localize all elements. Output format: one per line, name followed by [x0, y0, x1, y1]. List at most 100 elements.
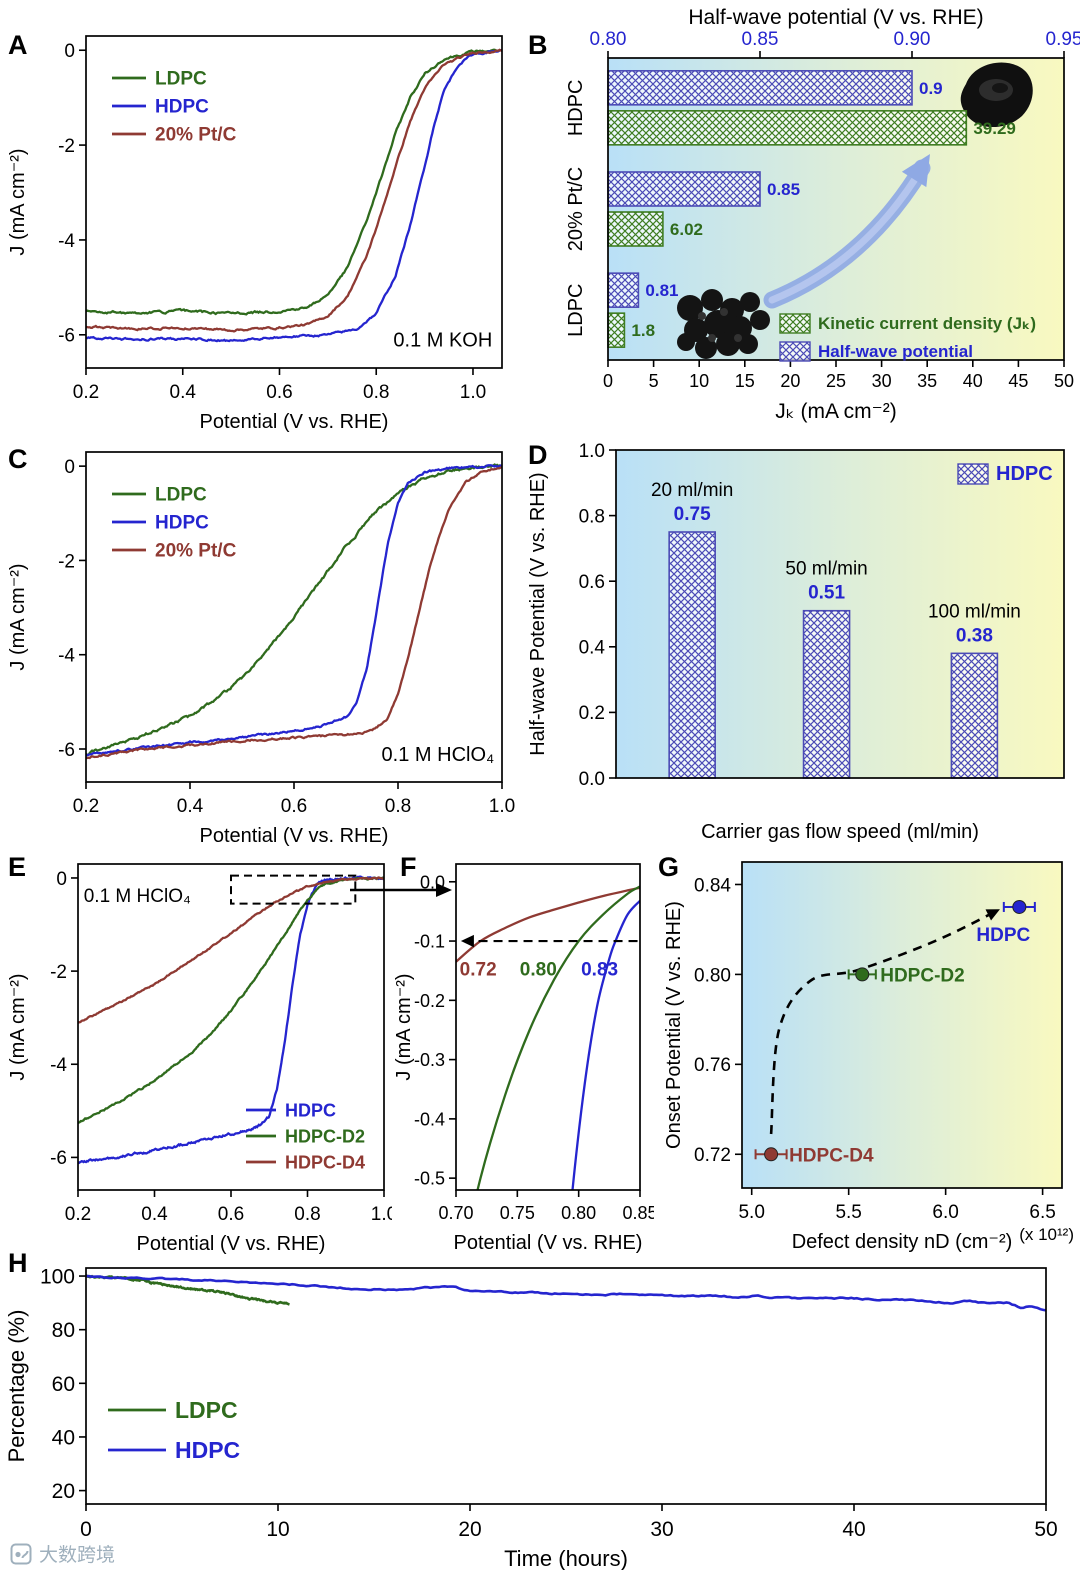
panel-d-flow-speed-bars: 20 ml/min 0.75 50 ml/min 0.51 100 ml/min 0.38… — [520, 434, 1080, 848]
svg-text:HDPC: HDPC — [155, 513, 209, 534]
annotation: 0.1 M KOH — [393, 330, 492, 352]
jk-value: 1.8 — [631, 321, 655, 340]
point-label: HDPC-D2 — [880, 965, 964, 986]
panel-e-lsv-defect: 0.1 M HClO₄ 0.2 0.4 0.6 0.8 1.0 0 -2 -4 -6 Potenti… — [0, 848, 392, 1258]
legend-swatch — [779, 341, 811, 362]
series-HDPC-D4 — [78, 876, 384, 1024]
svg-text:0.8: 0.8 — [579, 506, 605, 527]
svg-text:30: 30 — [872, 371, 892, 391]
panel-c-lsv-hclo4: 0.1 M HClO₄ 0.2 0.4 0.6 0.8 1.0 0 -2 -4 -6 Potenti… — [0, 438, 516, 848]
panel-label-f: F — [400, 852, 417, 882]
svg-text:30: 30 — [650, 1518, 673, 1541]
panel-a-plot: 0.1 M KOH 0.2 0.4 0.6 0.8 1.0 0 -2 -4 -6 Potential… — [7, 35, 503, 433]
y-axis-label: Onset Potential (V vs. RHE) — [663, 901, 685, 1149]
svg-text:15: 15 — [735, 371, 755, 391]
svg-text:0.75: 0.75 — [500, 1203, 535, 1223]
svg-text:0.85: 0.85 — [742, 29, 779, 50]
svg-text:0.4: 0.4 — [170, 382, 197, 403]
svg-text:HDPC: HDPC — [285, 1100, 336, 1120]
annotation: 0.1 M HClO₄ — [84, 886, 191, 907]
x-axis-multiplier: (x 10¹²) — [1019, 1225, 1074, 1244]
zoom-region-box — [230, 874, 357, 905]
svg-text:HDPC-D4: HDPC-D4 — [285, 1152, 365, 1172]
svg-text:10: 10 — [266, 1518, 289, 1541]
bar-flow-label: 100 ml/min — [928, 601, 1021, 622]
x-axis-label: Potential (V vs. RHE) — [454, 1232, 643, 1254]
series-HDPC — [78, 875, 384, 1165]
svg-text:5: 5 — [649, 371, 659, 391]
top-axis-title: Half-wave potential (V vs. RHE) — [688, 6, 983, 29]
y-axis-label: J (mA cm⁻²) — [393, 973, 415, 1080]
svg-text:-0.4: -0.4 — [414, 1109, 445, 1129]
halfwave-value: 0.85 — [767, 180, 800, 199]
legend-label: HDPC — [996, 463, 1053, 485]
svg-text:0.80: 0.80 — [561, 1203, 596, 1223]
svg-text:0.2: 0.2 — [73, 796, 99, 817]
svg-text:60: 60 — [52, 1373, 75, 1396]
svg-text:0: 0 — [80, 1518, 92, 1541]
svg-text:0.84: 0.84 — [694, 875, 731, 896]
svg-text:40: 40 — [842, 1518, 865, 1541]
svg-text:-4: -4 — [50, 1055, 67, 1076]
bar-value-label: 0.51 — [808, 583, 845, 604]
svg-text:-6: -6 — [58, 740, 75, 761]
data-point-HDPC-D4 — [764, 1147, 779, 1162]
svg-text:0.6: 0.6 — [281, 796, 307, 817]
svg-text:10: 10 — [689, 371, 709, 391]
svg-text:0.2: 0.2 — [65, 1204, 91, 1225]
panel-e-plot: 0.1 M HClO₄ 0.2 0.4 0.6 0.8 1.0 0 -2 -4 -6 Potenti… — [7, 863, 392, 1255]
series-20% Pt/C — [86, 48, 502, 333]
x-axis-label: Time (hours) — [504, 1546, 628, 1570]
plot-frame — [741, 861, 1063, 1189]
point-label: HDPC — [976, 925, 1030, 946]
svg-text:-6: -6 — [50, 1148, 67, 1169]
svg-text:LDPC: LDPC — [175, 1397, 238, 1423]
legend-label: Kinetic current density (Jₖ) — [818, 314, 1036, 333]
svg-text:0.85: 0.85 — [622, 1203, 654, 1223]
svg-text:LDPC: LDPC — [155, 69, 207, 90]
svg-text:5.5: 5.5 — [835, 1202, 861, 1223]
svg-text:0.8: 0.8 — [363, 382, 389, 403]
svg-text:0.4: 0.4 — [177, 796, 204, 817]
svg-text:0.4: 0.4 — [579, 638, 606, 659]
legend: LDPC HDPC — [108, 1397, 240, 1463]
svg-text:0.2: 0.2 — [73, 382, 99, 403]
panel-b-activity-bars: 0.9 39.29 HDPC 0.85 6.02 20% Pt/C 0.81 1.8 LDPC 0… — [520, 0, 1080, 434]
svg-text:-4: -4 — [58, 646, 75, 667]
series-LDPC — [86, 48, 502, 316]
svg-text:0.90: 0.90 — [894, 29, 931, 50]
svg-text:20% Pt/C: 20% Pt/C — [155, 125, 237, 146]
bottom-axis-title: Jₖ (mA cm⁻²) — [775, 400, 897, 423]
svg-text:-4: -4 — [58, 231, 75, 252]
legend: LDPC HDPC 20% Pt/C — [112, 485, 237, 562]
panel-h-plot: 0 10 20 30 40 50 20 40 60 80 100 Time (hours) Percen… — [4, 1266, 1058, 1570]
zoom-arrow-icon — [350, 883, 452, 897]
y-axis-label: Percentage (%) — [4, 1310, 29, 1463]
svg-text:0: 0 — [56, 869, 67, 890]
point-label: HDPC-D4 — [789, 1145, 874, 1166]
panel-d-plot: 20 ml/min 0.75 50 ml/min 0.51 100 ml/min 0.38… — [527, 441, 1065, 843]
panel-label-b: B — [528, 30, 548, 60]
y-axis-label: J (mA cm⁻²) — [7, 563, 29, 670]
x-axis-label: Defect density nD (cm⁻²) — [792, 1231, 1013, 1253]
svg-text:-2: -2 — [50, 962, 67, 983]
svg-text:0.4: 0.4 — [141, 1204, 168, 1225]
jk-value: 6.02 — [670, 220, 703, 239]
svg-text:0.95: 0.95 — [1046, 29, 1080, 50]
plot-frame — [85, 35, 503, 369]
plot-frame — [85, 1267, 1047, 1505]
svg-text:1.0: 1.0 — [371, 1204, 392, 1225]
x-axis-label: Carrier gas flow speed (ml/min) — [701, 821, 979, 843]
series-HDPC — [86, 1274, 1046, 1312]
panel-label-c: C — [8, 444, 28, 474]
panel-g-onset-vs-defect: HDPC-D4 HDPC-D2 HDPC 5.0 5.5 6.0 6.5 0.72 0.76 0.… — [654, 848, 1080, 1258]
micrograph-hdpc — [960, 62, 1033, 128]
svg-text:40: 40 — [52, 1427, 75, 1450]
svg-text:20: 20 — [780, 371, 800, 391]
data-point-HDPC — [1012, 899, 1027, 914]
svg-text:-2: -2 — [58, 136, 75, 157]
svg-text:45: 45 — [1008, 371, 1028, 391]
svg-text:0.6: 0.6 — [579, 572, 605, 593]
panel-label-d: D — [528, 440, 548, 470]
